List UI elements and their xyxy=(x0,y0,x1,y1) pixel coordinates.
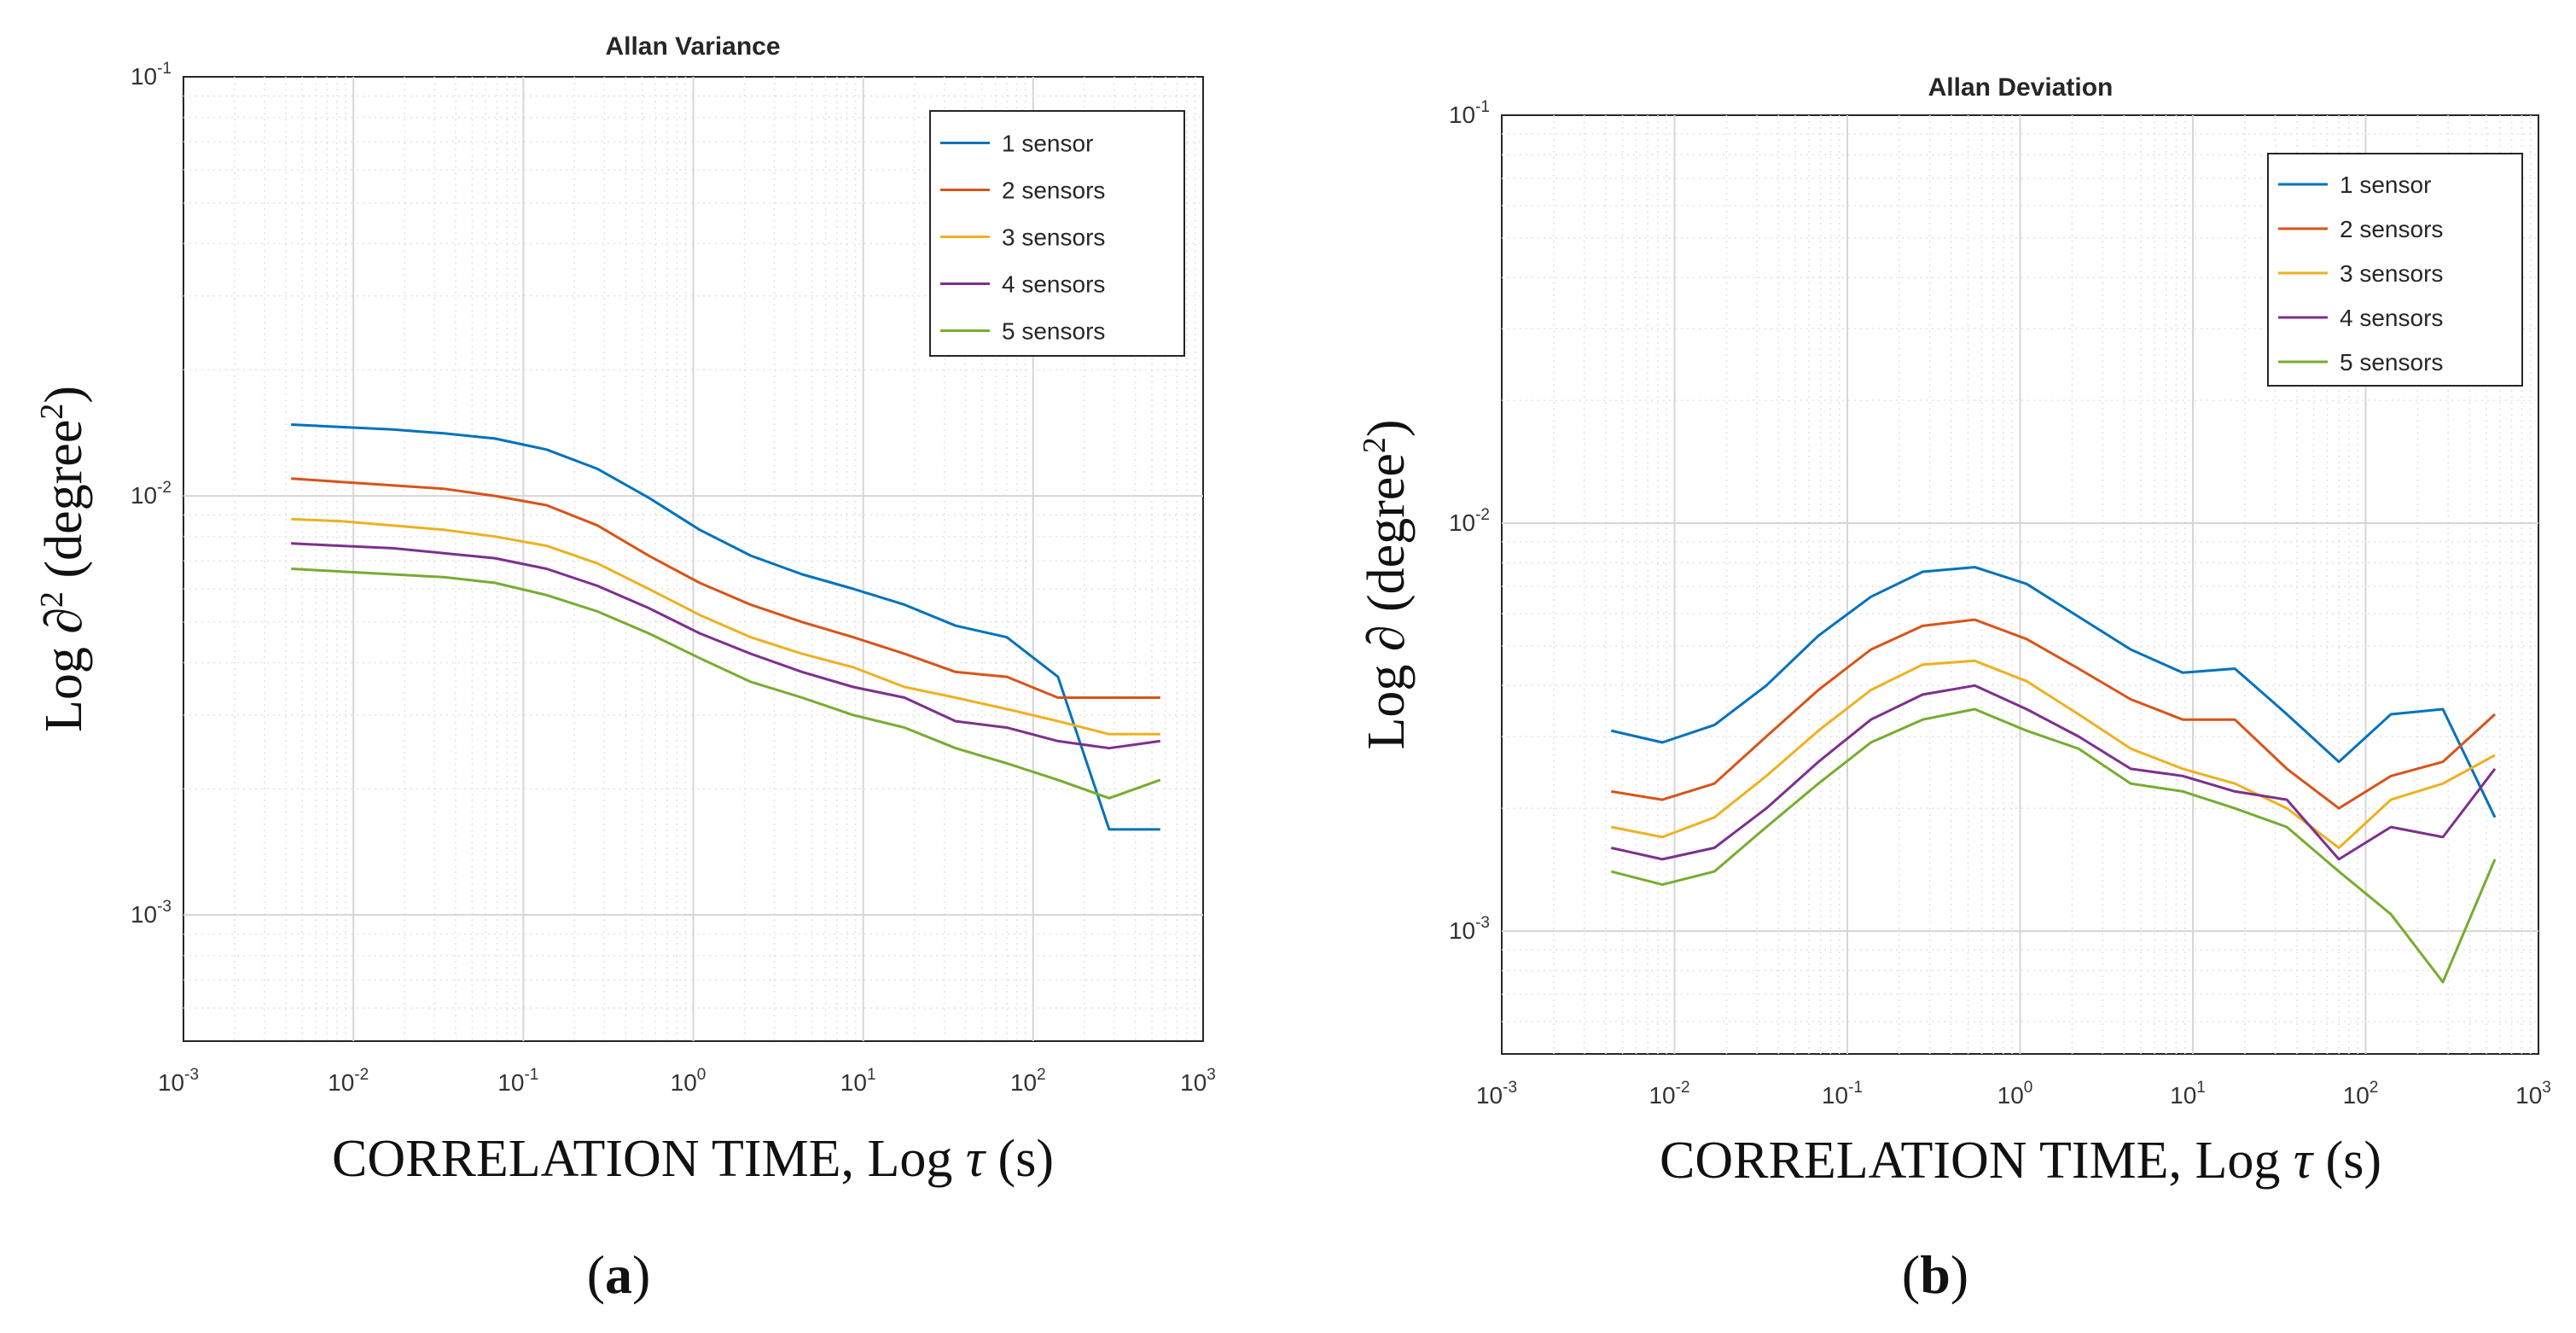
panel-b-legend-label-1: 1 sensor xyxy=(2340,172,2431,198)
panel-b-allan-deviation: Allan Deviation 10-3 10-2 10-1 100 101 102 103… xyxy=(1357,73,2551,1190)
panel-b-y-axis-label: Log ∂ (degree2) xyxy=(1357,419,1416,749)
panel-a-y-tick-label: 10-1 xyxy=(131,60,172,90)
panel-b-x-axis-label: CORRELATION TIME, Log τ (s) xyxy=(1660,1132,2381,1190)
panel-a-series-line-5 xyxy=(291,568,1161,800)
panel-a-x-tick-label: 102 xyxy=(1010,1066,1046,1096)
panel-b-y-tick-label: 10-3 xyxy=(1449,914,1490,944)
panel-a-legend-label-1: 1 sensor xyxy=(1002,131,1093,157)
panel-a-legend-label-3: 3 sensors xyxy=(1002,224,1105,251)
panel-b-x-tick-label: 100 xyxy=(1997,1079,2033,1109)
panel-a-series-line-2 xyxy=(291,477,1160,699)
panel-b-series-line-3 xyxy=(1611,659,2496,849)
panel-a-legend-box xyxy=(929,110,1185,357)
panel-a-allan-variance: Allan Variance 10-3 10-2 10-1 100 101 102 103 … xyxy=(34,32,1216,1188)
panel-a-y-axis-label: Log ∂2 (degree2) xyxy=(34,386,93,732)
panel-a-y-tick-label: 10-3 xyxy=(131,898,172,928)
panel-b-series-line-2 xyxy=(1611,618,2497,810)
panel-a-x-tick-label: 100 xyxy=(671,1066,707,1096)
panel-b-title: Allan Deviation xyxy=(1928,73,2114,102)
panel-a-y-tick-labels: 10-3 10-2 10-1 xyxy=(131,60,172,928)
panel-b-series-line-1 xyxy=(1610,566,2497,818)
panel-a-legend: 1 sensor 2 sensors 3 sensors 4 sensors 5 sen… xyxy=(929,110,1185,357)
caption-a: (a) xyxy=(587,1244,651,1305)
panel-a-x-axis-label: CORRELATION TIME, Log τ (s) xyxy=(332,1130,1054,1188)
panel-a-title: Allan Variance xyxy=(605,32,780,61)
panel-b-legend-label-4: 4 sensors xyxy=(2340,305,2443,331)
panel-b-x-tick-label: 10-2 xyxy=(1649,1079,1689,1109)
panel-b-x-tick-label: 10-1 xyxy=(1822,1079,1863,1109)
panel-b-x-tick-label: 102 xyxy=(2343,1079,2379,1109)
panel-a-x-tick-label: 10-3 xyxy=(158,1066,199,1096)
panel-a-y-tick-label: 10-2 xyxy=(131,479,172,509)
panel-b-x-tick-label: 101 xyxy=(2170,1079,2206,1109)
panel-b-series-group xyxy=(1610,566,2497,984)
panel-a-x-tick-label: 101 xyxy=(840,1066,876,1096)
panel-b-x-tick-label: 103 xyxy=(2515,1079,2551,1109)
panel-b-legend-label-3: 3 sensors xyxy=(2340,260,2443,287)
panel-b-legend-label-5: 5 sensors xyxy=(2340,349,2443,375)
panel-a-series-line-3 xyxy=(291,517,1160,736)
panel-a-series-line-1 xyxy=(291,423,1160,831)
panel-a-x-tick-label: 10-1 xyxy=(497,1066,538,1096)
panel-b-series-line-5 xyxy=(1610,707,2497,984)
panel-a-x-tick-labels: 10-3 10-2 10-1 100 101 102 103 xyxy=(158,1066,1216,1096)
panel-b-x-tick-labels: 10-3 10-2 10-1 100 101 102 103 xyxy=(1476,1079,2551,1109)
panel-b-legend-box xyxy=(2267,153,2523,387)
panel-b-y-tick-label: 10-2 xyxy=(1449,506,1490,536)
panel-b-series-line-4 xyxy=(1610,684,2497,861)
panel-a-x-tick-label: 103 xyxy=(1180,1066,1216,1096)
panel-b-y-tick-labels: 10-3 10-2 10-1 xyxy=(1449,98,1490,944)
panel-a-legend-label-4: 4 sensors xyxy=(1002,271,1105,298)
panel-b-y-tick-label: 10-1 xyxy=(1449,98,1490,128)
panel-a-series-group xyxy=(291,423,1161,831)
panel-a-legend-label-5: 5 sensors xyxy=(1002,318,1105,345)
panel-a-x-tick-label: 10-2 xyxy=(328,1066,369,1096)
panel-b-x-tick-label: 10-3 xyxy=(1476,1079,1517,1109)
panel-b-legend: 1 sensor 2 sensors 3 sensors 4 sensors 5 sen… xyxy=(2267,153,2523,387)
panel-a-series-line-4 xyxy=(291,542,1161,750)
caption-b: (b) xyxy=(1902,1244,1968,1305)
panel-a-legend-label-2: 2 sensors xyxy=(1002,178,1105,204)
panel-b-legend-label-2: 2 sensors xyxy=(2340,216,2443,242)
